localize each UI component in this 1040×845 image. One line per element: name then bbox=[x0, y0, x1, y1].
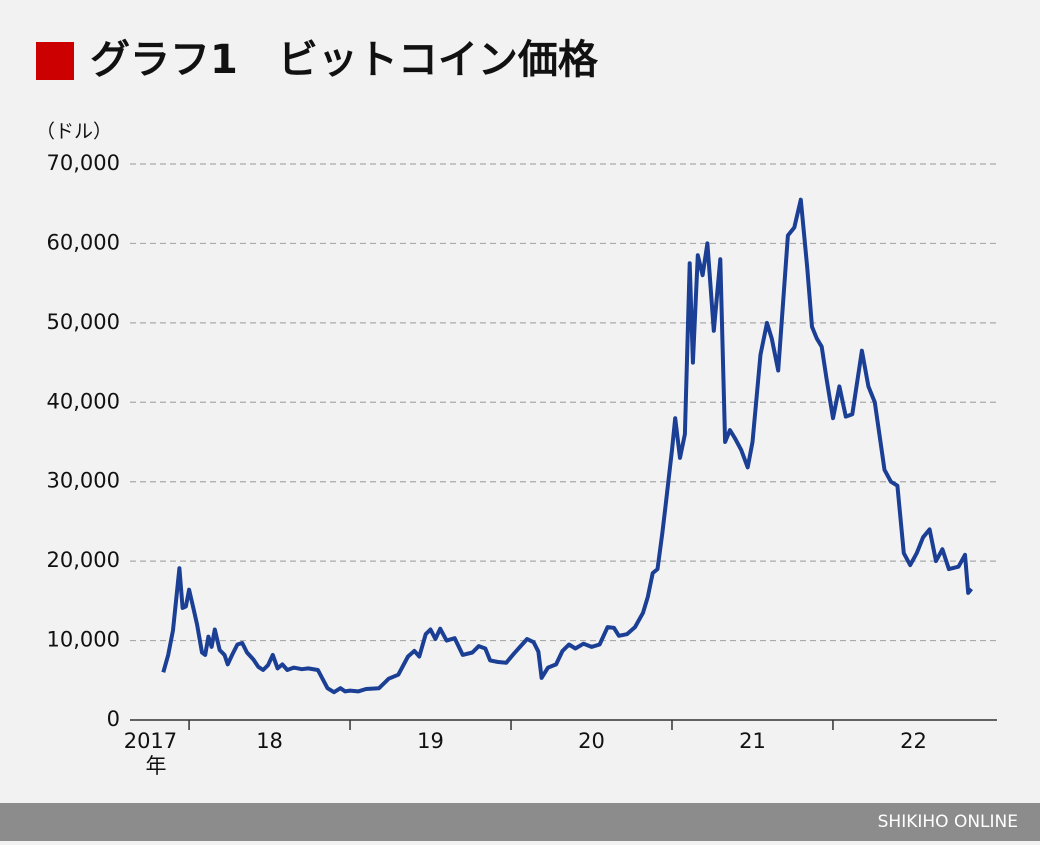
y-tick-label: 0 bbox=[107, 707, 120, 731]
x-unit: 年 bbox=[146, 754, 167, 778]
price-line bbox=[161, 197, 973, 695]
source: SHIKIHO ONLINE bbox=[878, 812, 1018, 832]
y-tick-label: 50,000 bbox=[47, 310, 120, 334]
y-tick-label: 10,000 bbox=[47, 628, 120, 652]
footer-bar bbox=[0, 803, 1040, 841]
x-tick-label: 2017 bbox=[124, 729, 177, 753]
y-tick-label: 40,000 bbox=[47, 389, 120, 413]
x-tick-label: 19 bbox=[417, 729, 444, 753]
y-tick-label: 30,000 bbox=[47, 469, 120, 493]
y-unit: （ドル） bbox=[36, 121, 112, 143]
title-marker bbox=[36, 42, 74, 80]
x-tick-label: 22 bbox=[900, 729, 927, 753]
x-tick-label: 20 bbox=[578, 729, 605, 753]
chart-title: グラフ1 ビットコイン価格 bbox=[90, 37, 599, 83]
y-tick-label: 60,000 bbox=[47, 230, 120, 254]
y-tick-label: 70,000 bbox=[47, 151, 120, 175]
x-tick-label: 18 bbox=[256, 729, 283, 753]
y-tick-label: 20,000 bbox=[47, 548, 120, 572]
x-tick-label: 21 bbox=[739, 729, 766, 753]
